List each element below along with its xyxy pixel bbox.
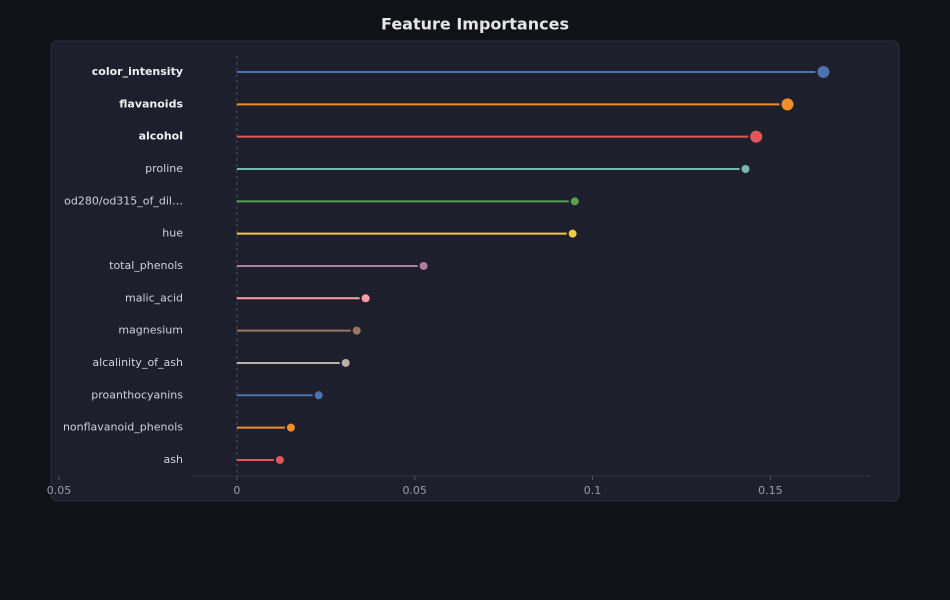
y-tick-label: hue	[162, 227, 183, 240]
y-tick-label: malic_acid	[125, 291, 183, 304]
y-tick-label: color_intensity	[92, 65, 183, 78]
y-tick-label: proanthocyanins	[91, 388, 183, 401]
dot	[568, 229, 577, 238]
dot	[419, 261, 428, 270]
y-tick-label: alcalinity_of_ash	[92, 356, 183, 369]
x-tick-label: 0	[233, 484, 240, 497]
y-tick-label: total_phenols	[109, 259, 183, 272]
x-tick-label: 0.05	[402, 484, 427, 497]
y-tick-label: flavanoids	[119, 97, 183, 110]
y-tick-label: proline	[145, 162, 183, 175]
dot	[750, 130, 763, 143]
chart-title: Feature Importances	[381, 15, 569, 34]
dot	[286, 423, 295, 432]
y-tick-label: nonflavanoid_phenols	[63, 421, 183, 434]
x-tick-label: 0.15	[758, 484, 783, 497]
x-tick-label: 0.05	[47, 484, 72, 497]
dot	[817, 66, 830, 78]
y-tick-label: alcohol	[139, 130, 183, 143]
dot	[741, 164, 750, 173]
y-tick-label: od280/od315_of_dil…	[64, 194, 183, 207]
y-tick-label: ash	[164, 453, 183, 466]
y-tick-label: magnesium	[118, 324, 183, 337]
x-tick-label: 0.1	[584, 484, 602, 497]
dot	[781, 98, 794, 111]
dot	[352, 326, 361, 335]
dot	[570, 197, 579, 206]
dot	[341, 358, 350, 367]
dot	[275, 455, 284, 464]
dot	[361, 294, 370, 303]
panel	[50, 40, 900, 502]
dot	[314, 391, 323, 400]
